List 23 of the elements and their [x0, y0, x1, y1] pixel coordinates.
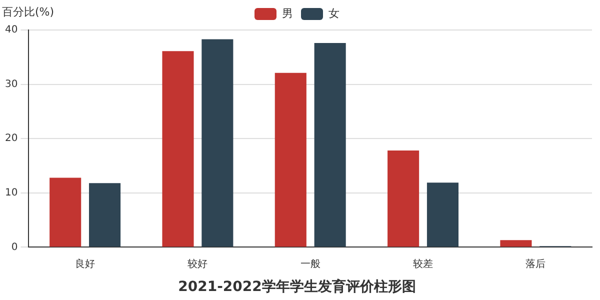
y-tick-label: 10: [4, 187, 18, 198]
y-tick-label: 20: [4, 133, 18, 144]
x-tick-label: 较差: [413, 258, 434, 270]
bar: [274, 72, 306, 247]
y-tick-label: 40: [4, 24, 18, 36]
bar: [500, 240, 532, 247]
bar: [388, 150, 420, 247]
y-axis-title: 百分比(%): [2, 5, 54, 18]
x-tick-label: 一般: [300, 258, 320, 270]
text: 2021-2022学年学生发育评价柱形图: [178, 278, 416, 296]
legend-label: 女: [328, 6, 340, 20]
bar: [314, 43, 346, 247]
y-tick-label: 30: [4, 78, 18, 90]
bar: [202, 39, 234, 247]
bar: [88, 183, 121, 247]
x-tick-label: 良好: [75, 258, 96, 270]
bar: [162, 51, 194, 247]
x-tick-label: 较好: [188, 258, 208, 270]
legend-label: 男: [282, 6, 293, 20]
bar: [426, 182, 459, 247]
y-tick-label: 0: [11, 242, 18, 253]
bar: [50, 178, 82, 247]
x-tick-label: 落后: [526, 258, 546, 270]
